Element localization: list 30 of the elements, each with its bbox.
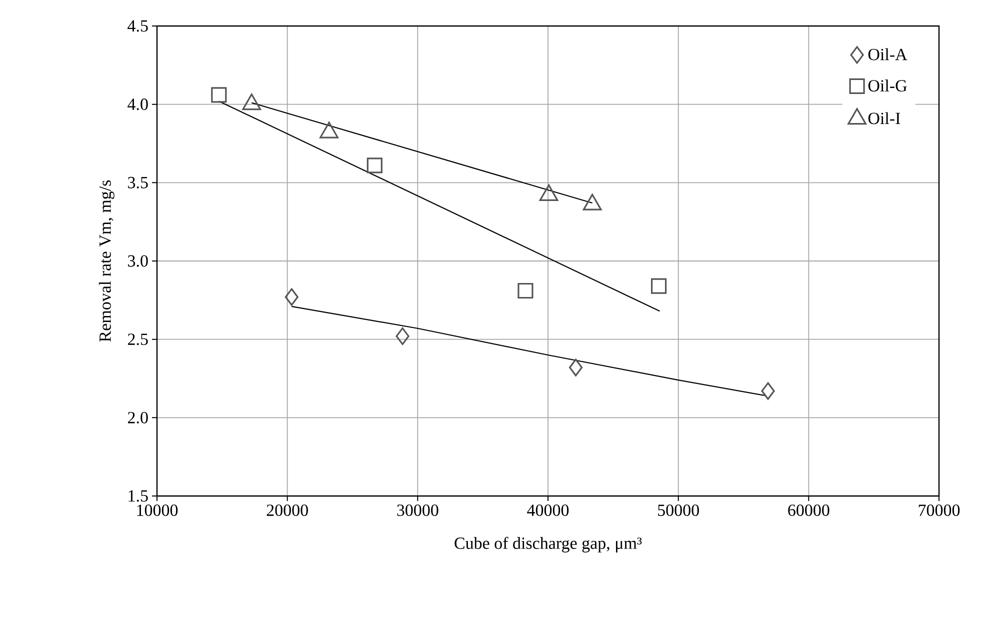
legend-label: Oil-I	[868, 112, 900, 124]
x-tick-label: 30000	[397, 504, 438, 516]
y-axis-title: Removal rate Vm, mg/s	[98, 180, 114, 342]
y-tick-label: 2.0	[128, 412, 148, 424]
point	[650, 278, 667, 294]
point	[242, 94, 262, 110]
point	[539, 184, 558, 201]
x-axis-title: Cube of discharge gap, μm³	[454, 536, 642, 552]
point	[284, 288, 298, 306]
x-tick-label: 70000	[918, 504, 960, 516]
x-tick-label: 10000	[137, 504, 178, 516]
legend-label: Oil-A	[868, 48, 908, 60]
x-tick-label: 20000	[266, 504, 308, 516]
legend-label: Oil-G	[868, 80, 907, 92]
y-tick-label: 4.0	[128, 98, 148, 110]
x-tick-label: 50000	[658, 504, 699, 516]
x-tick-label: 40000	[527, 504, 569, 516]
y-tick-label: 3.0	[128, 255, 148, 267]
point	[518, 282, 534, 299]
y-tick-label: 2.5	[128, 334, 148, 346]
point	[568, 358, 583, 376]
y-tick-label: 1.5	[128, 490, 148, 502]
point	[396, 327, 410, 345]
y-tick-label: 3.5	[128, 176, 148, 188]
y-tick-label: 4.5	[128, 20, 148, 32]
point	[320, 122, 339, 138]
point	[582, 194, 602, 210]
x-tick-label: 60000	[788, 504, 830, 516]
line-series	[291, 306, 767, 396]
point	[761, 382, 775, 400]
